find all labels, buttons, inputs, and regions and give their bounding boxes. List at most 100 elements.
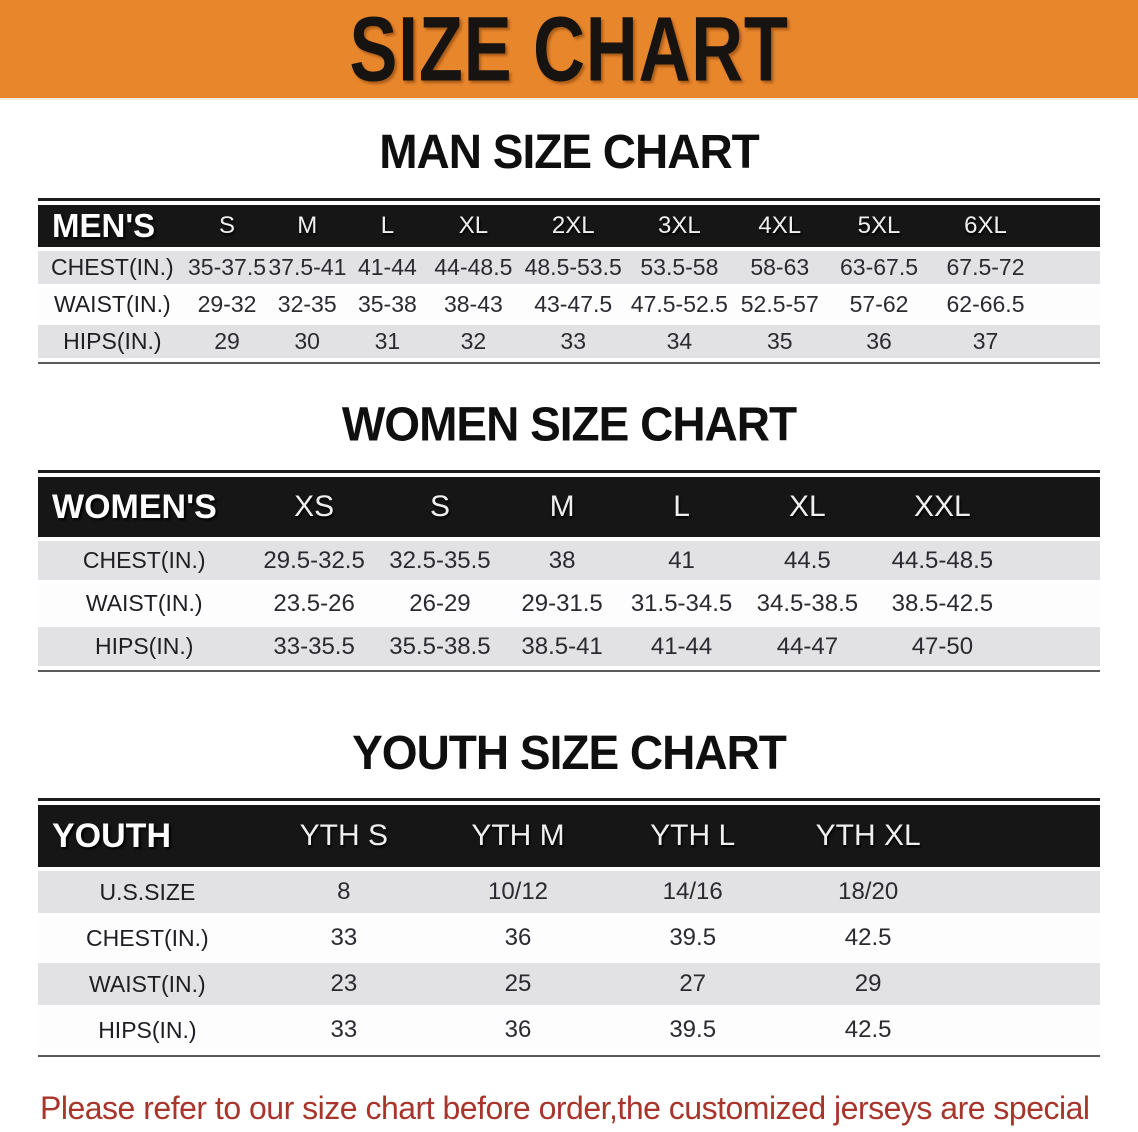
value-cell: 38.5-42.5 bbox=[873, 584, 1100, 623]
size-column-header: 2XL bbox=[551, 212, 595, 239]
value-cell: 44.5-48.5 bbox=[873, 541, 1100, 580]
women-size-section: WOMEN SIZE CHART WOMEN'S XS S M L XL XXL CHEST(… bbox=[0, 364, 1138, 672]
value-cell: 57-62 bbox=[828, 288, 930, 321]
value-cell: 14/16 bbox=[605, 871, 781, 913]
measurement-row: CHEST(IN.) 29.5-32.5 32.5-35.5 38 41 44.5 44.5… bbox=[38, 541, 1100, 580]
row-label: U.S.SIZE bbox=[38, 871, 257, 913]
value-cell: 31 bbox=[347, 325, 428, 358]
row-label: CHEST(IN.) bbox=[38, 541, 251, 580]
value-cell: 53.5-58 bbox=[627, 251, 732, 284]
value-cell: 34 bbox=[627, 325, 732, 358]
table-title-cell: WOMEN'S bbox=[52, 487, 217, 526]
value-cell: 23.5-26 bbox=[250, 584, 378, 623]
header-row: WOMEN'S XS S M L XL XXL bbox=[38, 477, 1100, 537]
value-cell: 35-38 bbox=[347, 288, 428, 321]
measurement-row: WAIST(IN.) 23 25 27 29 bbox=[38, 963, 1100, 1005]
size-column-header: 4XL bbox=[758, 212, 802, 239]
size-column-header: YTH S bbox=[299, 819, 389, 852]
size-column-header: L bbox=[673, 490, 690, 523]
size-column-header: S bbox=[429, 490, 450, 523]
measurement-row: CHEST(IN.) 35-37.5 37.5-41 41-44 44-48.5 48.5… bbox=[38, 251, 1100, 284]
value-cell: 42.5 bbox=[780, 917, 1100, 959]
measurement-row: CHEST(IN.) 33 36 39.5 42.5 bbox=[38, 917, 1100, 959]
women-size-table-wrap: WOMEN'S XS S M L XL XXL CHEST(IN.) 29.5-32.5 32.5… bbox=[38, 470, 1100, 672]
size-column-header: XL bbox=[789, 490, 826, 523]
women-size-table: WOMEN'S XS S M L XL XXL CHEST(IN.) 29.5-32.5 32.5… bbox=[38, 473, 1100, 670]
value-cell: 33 bbox=[256, 917, 431, 959]
value-cell: 25 bbox=[430, 963, 606, 1005]
value-cell: 39.5 bbox=[605, 917, 781, 959]
value-cell: 33 bbox=[256, 1009, 431, 1051]
value-cell: 33-35.5 bbox=[250, 627, 378, 666]
value-cell: 36 bbox=[828, 325, 930, 358]
header-row: MEN'S S M L XL 2XL 3XL 4XL 5XL 6XL bbox=[38, 205, 1100, 247]
value-cell: 67.5-72 bbox=[930, 251, 1100, 284]
size-column-header: S bbox=[219, 212, 236, 239]
size-column-header: YTH M bbox=[471, 819, 565, 852]
value-cell: 29.5-32.5 bbox=[250, 541, 378, 580]
value-cell: 37 bbox=[930, 325, 1100, 358]
header-row: YOUTH YTH S YTH M YTH L YTH XL bbox=[38, 805, 1100, 867]
men-size-table: MEN'S S M L XL 2XL 3XL 4XL 5XL 6XL CHEST(IN.) 35-37… bbox=[38, 201, 1100, 362]
value-cell: 47.5-52.5 bbox=[627, 288, 732, 321]
value-cell: 18/20 bbox=[780, 871, 1100, 913]
value-cell: 38.5-41 bbox=[502, 627, 623, 666]
value-cell: 37.5-41 bbox=[267, 251, 348, 284]
row-label: WAIST(IN.) bbox=[38, 584, 251, 623]
measurement-row: WAIST(IN.) 23.5-26 26-29 29-31.5 31.5-34.5 34… bbox=[38, 584, 1100, 623]
value-cell: 63-67.5 bbox=[828, 251, 930, 284]
value-cell: 38 bbox=[502, 541, 623, 580]
size-column-header: YTH XL bbox=[815, 819, 921, 852]
value-cell: 62-66.5 bbox=[930, 288, 1100, 321]
value-cell: 41 bbox=[622, 541, 742, 580]
measurement-row: U.S.SIZE 8 10/12 14/16 18/20 bbox=[38, 871, 1100, 913]
value-cell: 10/12 bbox=[430, 871, 606, 913]
size-column-header: 6XL bbox=[964, 212, 1007, 239]
value-cell: 35.5-38.5 bbox=[377, 627, 503, 666]
value-cell: 32 bbox=[427, 325, 520, 358]
value-cell: 30 bbox=[267, 325, 348, 358]
value-cell: 35-37.5 bbox=[186, 251, 268, 284]
measurement-row: HIPS(IN.) 33 36 39.5 42.5 bbox=[38, 1009, 1100, 1051]
value-cell: 43-47.5 bbox=[519, 288, 628, 321]
value-cell: 29 bbox=[186, 325, 268, 358]
value-cell: 36 bbox=[430, 917, 606, 959]
row-label: CHEST(IN.) bbox=[38, 917, 257, 959]
value-cell: 32.5-35.5 bbox=[377, 541, 503, 580]
size-column-header: 5XL bbox=[857, 212, 901, 239]
measurement-row: WAIST(IN.) 29-32 32-35 35-38 38-43 43-47.5 47.… bbox=[38, 288, 1100, 321]
value-cell: 31.5-34.5 bbox=[622, 584, 742, 623]
disclaimer-note: Please refer to our size chart before or… bbox=[40, 1085, 1100, 1132]
value-cell: 36 bbox=[430, 1009, 606, 1051]
size-column-header: M bbox=[549, 490, 575, 523]
value-cell: 44-48.5 bbox=[427, 251, 520, 284]
disclaimer-line-1: Please refer to our size chart before or… bbox=[40, 1090, 1090, 1126]
value-cell: 52.5-57 bbox=[731, 288, 829, 321]
size-column-header: YTH L bbox=[650, 819, 736, 852]
table-title-cell: MEN'S bbox=[52, 207, 156, 244]
value-cell: 42.5 bbox=[780, 1009, 1100, 1051]
value-cell: 38-43 bbox=[427, 288, 520, 321]
value-cell: 58-63 bbox=[731, 251, 829, 284]
measurement-row: HIPS(IN.) 29 30 31 32 33 34 35 36 37 bbox=[38, 325, 1100, 358]
value-cell: 44-47 bbox=[741, 627, 874, 666]
value-cell: 8 bbox=[256, 871, 431, 913]
youth-size-section: YOUTH SIZE CHART YOUTH YTH S YTH M YTH L YTH… bbox=[0, 672, 1138, 1057]
value-cell: 44.5 bbox=[741, 541, 874, 580]
size-column-header: XXL bbox=[914, 490, 971, 523]
row-label: HIPS(IN.) bbox=[38, 325, 187, 358]
value-cell: 34.5-38.5 bbox=[741, 584, 874, 623]
row-label: HIPS(IN.) bbox=[38, 627, 251, 666]
banner-title: SIZE CHART bbox=[349, 0, 789, 101]
size-column-header: 3XL bbox=[658, 212, 701, 239]
size-column-header: XS bbox=[294, 490, 335, 523]
men-size-section: MAN SIZE CHART MEN'S S M L XL 2XL 3XL 4XL 5XL 6XL… bbox=[0, 100, 1138, 364]
youth-size-table: YOUTH YTH S YTH M YTH L YTH XL U.S.SIZE 8 10/12… bbox=[38, 801, 1100, 1055]
value-cell: 29 bbox=[780, 963, 1100, 1005]
value-cell: 33 bbox=[519, 325, 628, 358]
value-cell: 26-29 bbox=[377, 584, 503, 623]
size-chart-banner: SIZE CHART bbox=[0, 0, 1138, 100]
row-label: WAIST(IN.) bbox=[38, 963, 257, 1005]
value-cell: 32-35 bbox=[267, 288, 348, 321]
measurement-row: HIPS(IN.) 33-35.5 35.5-38.5 38.5-41 41-44 44-… bbox=[38, 627, 1100, 666]
